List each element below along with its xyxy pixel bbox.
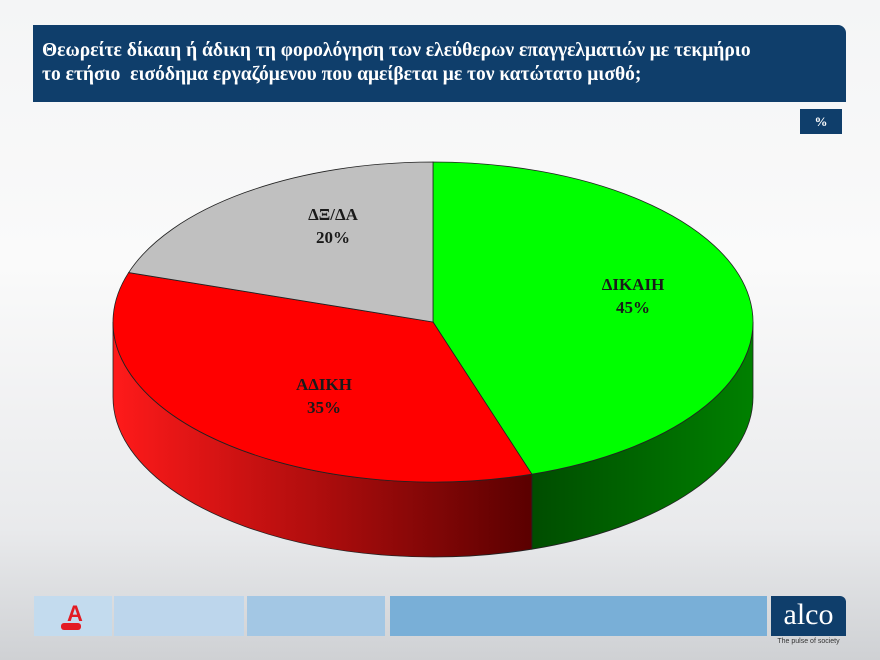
alco-logo: alco	[771, 596, 846, 636]
slice-value: 35%	[307, 398, 341, 417]
footer-bar-2	[247, 596, 385, 636]
partner-logo: A	[34, 596, 112, 636]
slice-value: 45%	[616, 298, 650, 317]
slice-label: ΔΙΚΑΙΗ	[602, 275, 665, 294]
svg-text:A: A	[67, 601, 83, 626]
slice-label: ΔΞ/ΔΑ	[308, 205, 359, 224]
unit-badge: %	[800, 109, 842, 134]
slice-value: 20%	[316, 228, 350, 247]
alco-tagline: The pulse of society	[777, 638, 840, 645]
footer-bar-3	[390, 596, 767, 636]
question-title: Θεωρείτε δίκαιη ή άδικη τη φορολόγηση τω…	[33, 25, 846, 102]
pie-slice-0	[432, 161, 754, 475]
pie-slice-2	[127, 161, 434, 323]
pie-slice-1	[112, 272, 533, 483]
footer-bar-1	[114, 596, 244, 636]
a-news-logo: A	[61, 601, 83, 630]
slice-label: ΑΔΙΚΗ	[296, 375, 352, 394]
